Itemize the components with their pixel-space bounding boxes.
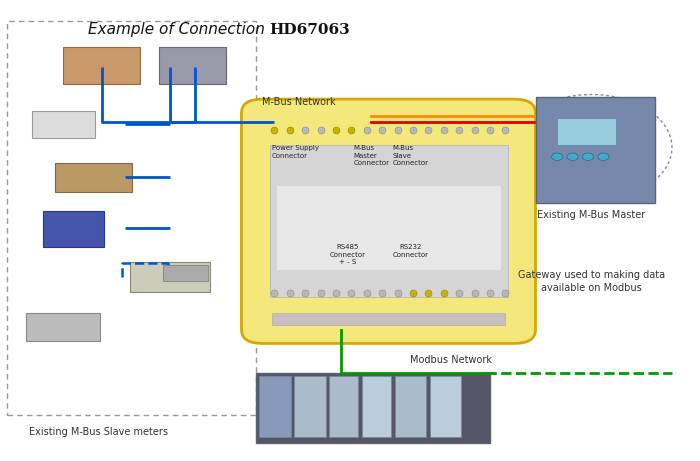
Text: Example of Connection: Example of Connection xyxy=(88,23,270,37)
Text: Existing M-Bus Slave meters: Existing M-Bus Slave meters xyxy=(29,427,167,437)
Text: Power Supply
Connector: Power Supply Connector xyxy=(272,145,318,159)
Bar xyxy=(63,47,140,84)
Text: Gateway used to making data
available on Modbus: Gateway used to making data available on… xyxy=(518,270,665,293)
Bar xyxy=(395,376,426,437)
Bar xyxy=(536,97,654,203)
Bar xyxy=(362,376,391,437)
Bar xyxy=(294,376,326,437)
Bar xyxy=(276,186,500,270)
Circle shape xyxy=(582,153,594,160)
Bar xyxy=(256,373,490,443)
Bar xyxy=(43,211,104,247)
Bar xyxy=(430,376,461,437)
Bar xyxy=(557,118,617,145)
Bar xyxy=(7,21,256,415)
Bar xyxy=(160,47,225,84)
Circle shape xyxy=(567,153,578,160)
Bar xyxy=(32,111,94,138)
Text: Modbus Network: Modbus Network xyxy=(410,355,491,365)
Bar xyxy=(329,376,358,437)
Bar xyxy=(55,163,132,193)
Text: RS485
Connector
+ - S: RS485 Connector + - S xyxy=(329,244,365,266)
Bar xyxy=(162,266,209,281)
Bar xyxy=(27,313,99,341)
Bar xyxy=(272,313,505,325)
Circle shape xyxy=(598,153,609,160)
Text: RS232
Connector: RS232 Connector xyxy=(392,244,428,258)
Bar xyxy=(259,376,290,437)
Bar xyxy=(270,145,508,297)
Text: M-Bus
Master
Connector: M-Bus Master Connector xyxy=(354,145,389,166)
Text: HD67063: HD67063 xyxy=(270,23,350,37)
Text: Existing M-Bus Master: Existing M-Bus Master xyxy=(538,210,645,220)
Bar xyxy=(130,261,210,291)
Circle shape xyxy=(552,153,563,160)
Text: M-Bus Network: M-Bus Network xyxy=(262,97,336,107)
Text: M-Bus
Slave
Connector: M-Bus Slave Connector xyxy=(393,145,428,166)
FancyBboxPatch shape xyxy=(241,99,536,343)
